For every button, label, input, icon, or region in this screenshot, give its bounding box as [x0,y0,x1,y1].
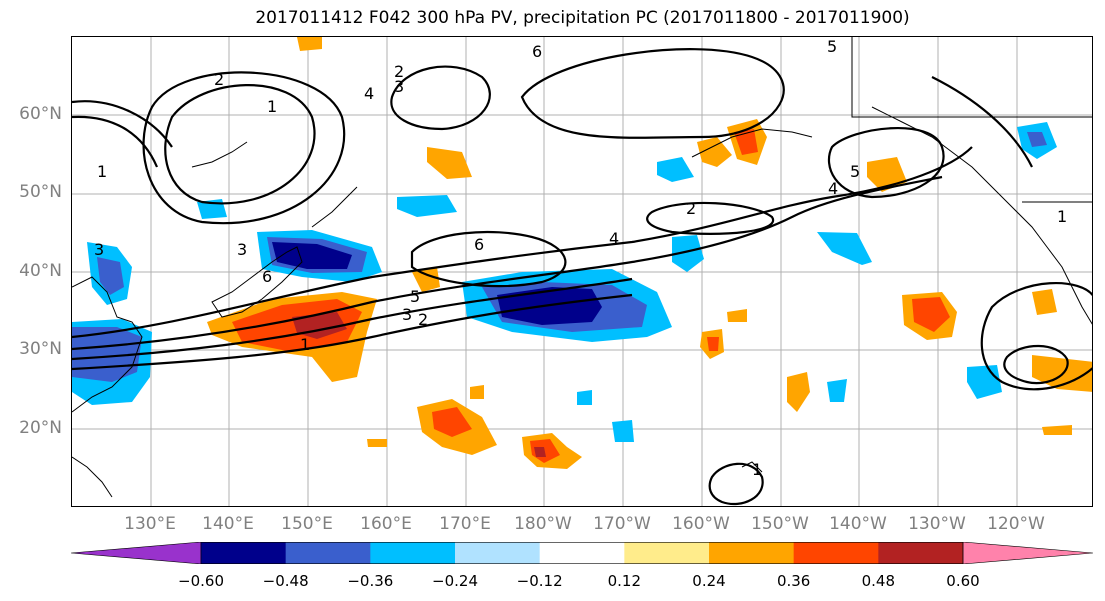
colorbar-tick-label: −0.24 [432,572,478,590]
colorbar-tick-label: 0.24 [692,572,726,590]
colorbar-segment [793,542,879,564]
colorbar-segment [201,542,287,564]
coastlines [72,37,1092,498]
map-title: 2017011412 F042 300 hPa PV, precipitatio… [255,8,910,28]
contour-label: 3 [394,77,404,96]
colorbar-segment [285,542,371,564]
precip-shading [72,37,1092,469]
contour-label: 6 [474,235,484,254]
lon-label: 170°E [439,514,491,534]
colorbar-tick-label: 0.60 [946,572,980,590]
contour-label: 1 [752,460,762,479]
contour-label: 2 [394,62,404,81]
colorbar-segment [878,542,964,564]
colorbar-segment [455,542,541,564]
lon-label: 150°E [281,514,333,534]
lat-label-20n: 20°N [19,418,62,438]
map-canvas: 2 1 4 3 2 6 5 1 3 6 3 6 2 4 5 3 2 1 5 4 … [72,37,1092,506]
colorbar-tick-label: −0.48 [262,572,309,590]
colorbar-segment [370,542,456,564]
pv-contours [72,48,1092,506]
colorbar-tick-label: −0.12 [516,572,563,590]
lat-label-50n: 50°N [19,182,62,202]
contour-label: 6 [532,42,542,61]
contour-label: 1 [97,162,107,181]
graticule [72,37,1092,506]
contour-label: 4 [609,229,619,248]
contour-label: 3 [237,240,247,259]
contour-label: 3 [94,240,104,259]
contour-label: 1 [1057,207,1067,226]
colorbar-tick-label: −0.60 [178,572,224,590]
lon-label: 130°W [908,514,966,534]
contour-label: 6 [262,267,272,286]
contour-label: 2 [214,70,224,89]
colorbar [71,542,1093,564]
contour-label: 1 [267,97,277,116]
lon-label: 180°W [514,514,572,534]
colorbar-segments [71,542,1093,564]
colorbar-extend-high [962,542,1093,564]
colorbar-tick-label: 0.48 [861,572,896,590]
colorbar-extend-low [71,542,202,564]
lon-label: 160°W [672,514,730,534]
colorbar-segment [624,542,710,564]
lon-label: 120°W [987,514,1045,534]
map-panel: 2 1 4 3 2 6 5 1 3 6 3 6 2 4 5 3 2 1 5 4 … [71,36,1093,507]
lon-label: 160°E [360,514,412,534]
contour-label: 2 [686,199,696,218]
contour-label: 3 [402,305,412,324]
colorbar-tick-label: 0.36 [776,572,811,590]
colorbar-segment [539,542,625,564]
lat-label-60n: 60°N [19,104,62,124]
lon-label: 130°E [124,514,176,534]
colorbar-tick-label: −0.36 [347,572,394,590]
lat-label-30n: 30°N [19,339,62,359]
lon-label: 170°W [593,514,651,534]
colorbar-segment [709,542,795,564]
lat-label-40n: 40°N [19,261,62,281]
contour-label: 1 [300,335,310,354]
contour-label: 2 [418,310,428,329]
lon-label: 150°W [751,514,809,534]
contour-label: 5 [850,162,860,181]
contour-label: 4 [828,179,838,198]
contour-labels: 2 1 4 3 2 6 5 1 3 6 3 6 2 4 5 3 2 1 5 4 … [94,37,1067,479]
colorbar-outline [200,542,964,564]
lon-label: 140°E [202,514,254,534]
contour-label: 5 [410,287,420,306]
colorbar-tick-label: 0.12 [607,572,642,590]
lon-label: 140°W [829,514,887,534]
contour-label: 4 [364,84,374,103]
contour-label: 5 [827,37,837,56]
